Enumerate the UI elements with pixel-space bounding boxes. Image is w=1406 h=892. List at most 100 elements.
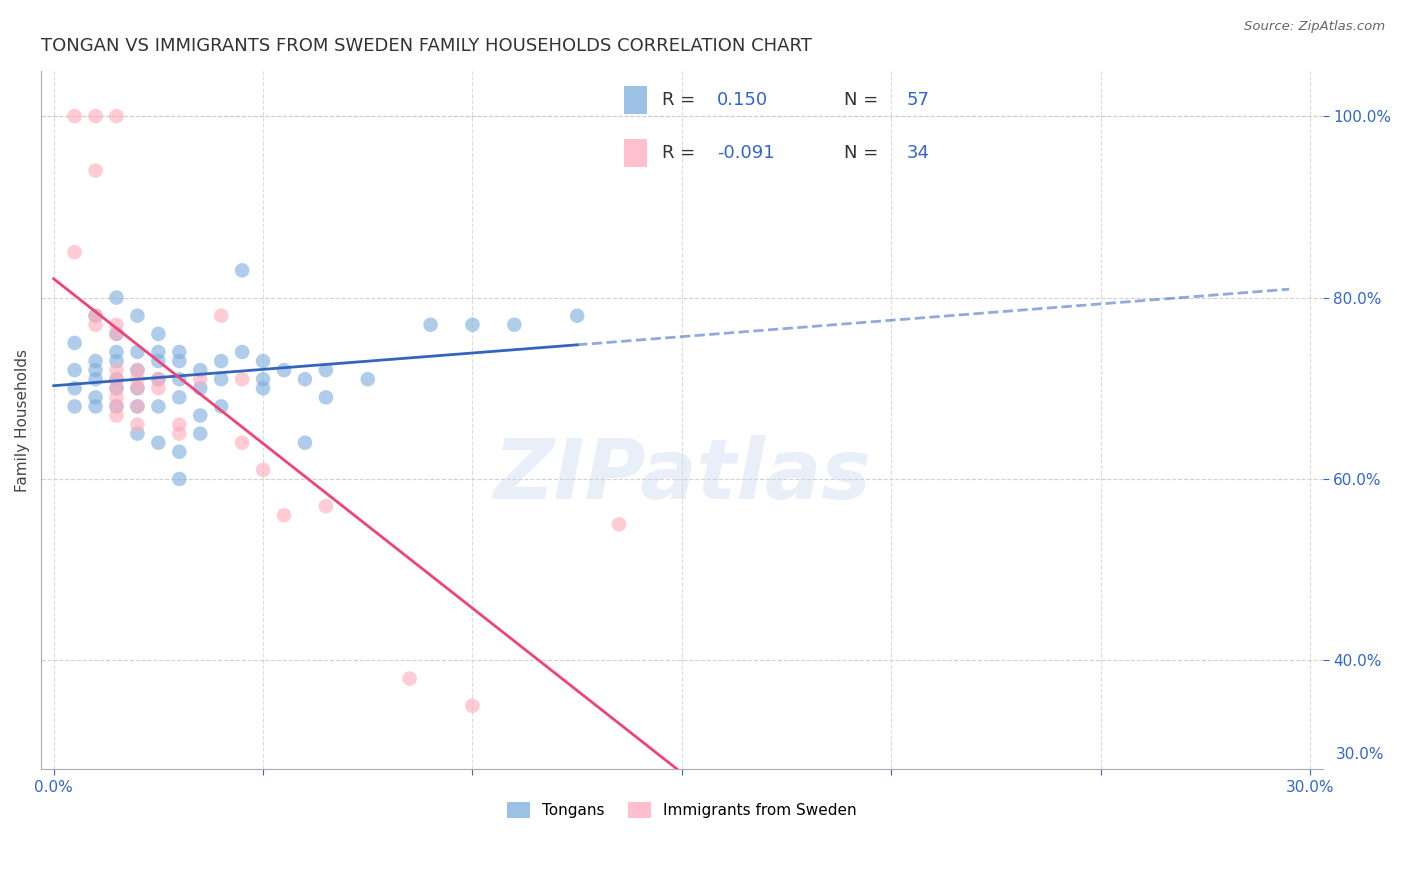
Point — [148, 354, 170, 368]
Point — [169, 426, 191, 441]
Point — [188, 381, 211, 395]
Point — [503, 318, 526, 332]
Point — [63, 245, 86, 260]
Point — [315, 499, 337, 513]
Point — [84, 163, 107, 178]
Point — [105, 372, 128, 386]
Point — [188, 363, 211, 377]
Point — [84, 109, 107, 123]
Point — [105, 109, 128, 123]
Point — [357, 372, 380, 386]
Point — [63, 335, 86, 350]
Text: ZIPatlas: ZIPatlas — [494, 435, 870, 516]
Point — [105, 363, 128, 377]
Point — [148, 381, 170, 395]
Point — [105, 400, 128, 414]
Point — [127, 417, 149, 432]
Point — [105, 291, 128, 305]
Point — [188, 426, 211, 441]
Point — [127, 363, 149, 377]
Text: 34: 34 — [907, 144, 929, 161]
Point — [127, 381, 149, 395]
Legend: Tongans, Immigrants from Sweden: Tongans, Immigrants from Sweden — [501, 797, 863, 824]
Point — [565, 309, 588, 323]
Point — [231, 263, 253, 277]
Point — [252, 381, 274, 395]
Text: 30.0%: 30.0% — [1336, 747, 1384, 763]
Point — [127, 400, 149, 414]
Point — [252, 372, 274, 386]
Point — [127, 309, 149, 323]
Point — [63, 381, 86, 395]
Point — [188, 372, 211, 386]
Point — [273, 508, 295, 523]
Text: Source: ZipAtlas.com: Source: ZipAtlas.com — [1244, 20, 1385, 33]
Point — [273, 363, 295, 377]
Point — [315, 363, 337, 377]
Point — [294, 435, 316, 450]
Point — [398, 672, 420, 686]
Point — [84, 390, 107, 404]
Point — [105, 400, 128, 414]
Point — [84, 363, 107, 377]
Text: 57: 57 — [907, 91, 929, 109]
Point — [169, 345, 191, 359]
Point — [127, 426, 149, 441]
Point — [127, 400, 149, 414]
Point — [461, 698, 484, 713]
Point — [84, 318, 107, 332]
Point — [419, 318, 441, 332]
Point — [148, 345, 170, 359]
Point — [84, 400, 107, 414]
Point — [315, 390, 337, 404]
Point — [231, 435, 253, 450]
Point — [169, 444, 191, 458]
Point — [169, 472, 191, 486]
Point — [105, 409, 128, 423]
Point — [84, 372, 107, 386]
Point — [63, 109, 86, 123]
Point — [105, 318, 128, 332]
Point — [209, 309, 232, 323]
Point — [169, 372, 191, 386]
Point — [105, 381, 128, 395]
Bar — [624, 139, 647, 167]
Point — [105, 354, 128, 368]
Point — [63, 363, 86, 377]
Point — [105, 381, 128, 395]
Point — [84, 354, 107, 368]
Point — [84, 309, 107, 323]
Point — [105, 390, 128, 404]
Point — [105, 326, 128, 341]
Text: -0.091: -0.091 — [717, 144, 775, 161]
Y-axis label: Family Households: Family Households — [15, 349, 30, 491]
Point — [148, 435, 170, 450]
Point — [148, 372, 170, 386]
Point — [127, 363, 149, 377]
Point — [105, 326, 128, 341]
Point — [209, 400, 232, 414]
Point — [209, 372, 232, 386]
Point — [148, 372, 170, 386]
Point — [127, 381, 149, 395]
Point — [169, 354, 191, 368]
Point — [294, 372, 316, 386]
Point — [252, 463, 274, 477]
Point — [84, 309, 107, 323]
Text: N =: N = — [844, 144, 877, 161]
Text: 0.150: 0.150 — [717, 91, 768, 109]
Text: N =: N = — [844, 91, 877, 109]
Text: TONGAN VS IMMIGRANTS FROM SWEDEN FAMILY HOUSEHOLDS CORRELATION CHART: TONGAN VS IMMIGRANTS FROM SWEDEN FAMILY … — [41, 37, 813, 55]
Bar — [624, 86, 647, 114]
Point — [127, 372, 149, 386]
Point — [169, 390, 191, 404]
Text: R =: R = — [662, 91, 696, 109]
Text: R =: R = — [662, 144, 696, 161]
Point — [252, 354, 274, 368]
Point — [461, 318, 484, 332]
Point — [127, 345, 149, 359]
Point — [105, 345, 128, 359]
Point — [148, 400, 170, 414]
Point — [148, 326, 170, 341]
Point — [63, 400, 86, 414]
